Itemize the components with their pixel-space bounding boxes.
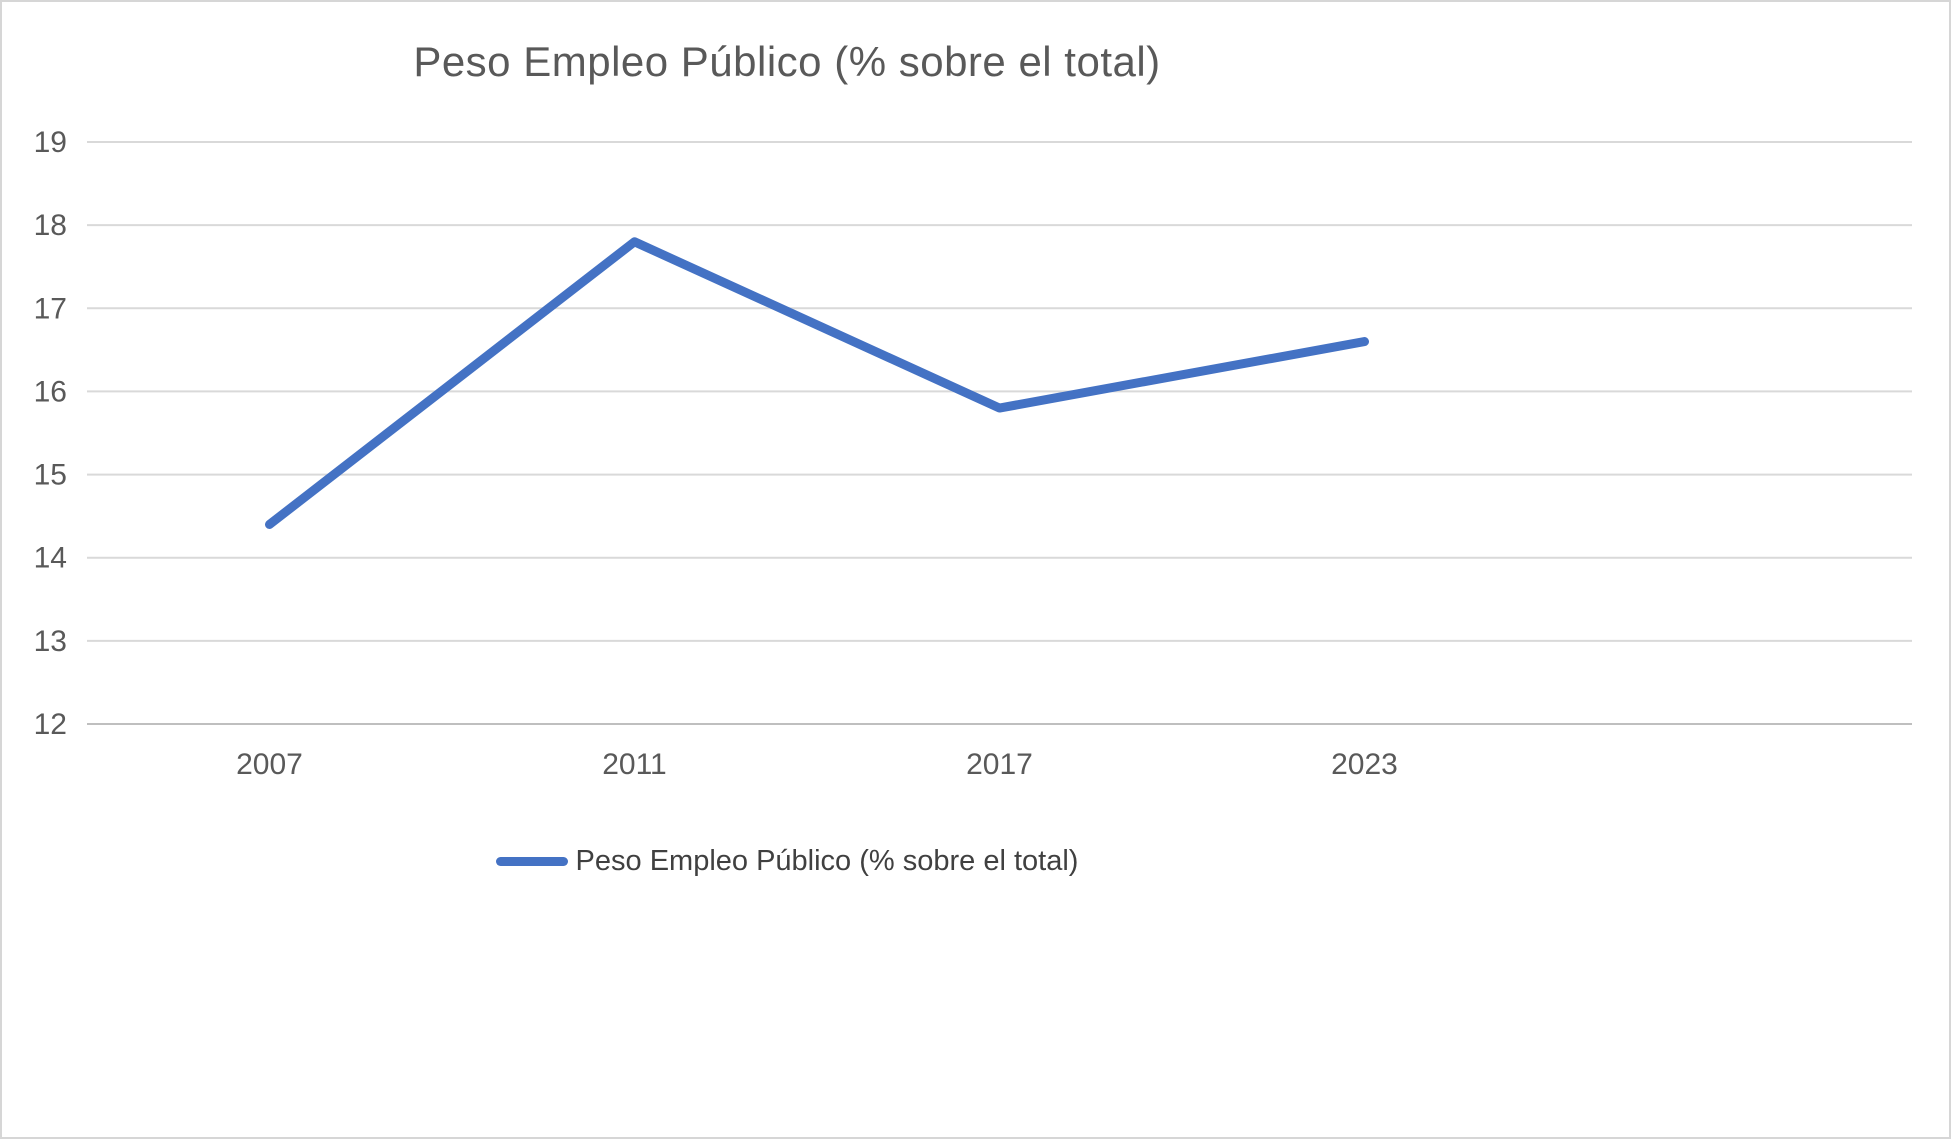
legend-label: Peso Empleo Público (% sobre el total) <box>575 845 1079 877</box>
legend-line-swatch-icon <box>495 857 568 866</box>
y-axis-tick-label: 15 <box>34 459 67 492</box>
y-axis-tick-label: 13 <box>34 625 67 658</box>
y-axis-tick-label: 18 <box>34 209 67 242</box>
y-axis-tick-label: 17 <box>34 292 67 325</box>
x-axis-tick-label: 2011 <box>602 748 667 781</box>
y-axis-tick-label: 12 <box>34 708 67 741</box>
y-axis-tick-label: 16 <box>34 375 67 408</box>
x-axis-tick-label: 2017 <box>966 748 1033 781</box>
y-axis-tick-label: 19 <box>34 126 67 159</box>
x-axis-tick-label: 2023 <box>1331 748 1398 781</box>
y-axis-tick-label: 14 <box>34 542 67 575</box>
chart-title: Peso Empleo Público (% sobre el total) <box>413 38 1161 85</box>
x-axis-tick-label: 2007 <box>236 748 303 781</box>
legend: Peso Empleo Público (% sobre el total) <box>2 845 1572 878</box>
data-line <box>265 237 1369 529</box>
